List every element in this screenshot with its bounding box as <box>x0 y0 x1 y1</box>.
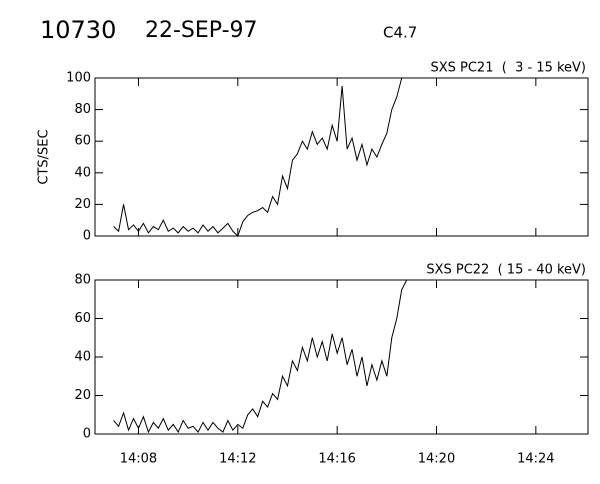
y-axis-label: CTS/SEC <box>37 129 52 184</box>
x-tick-label: 14:16 <box>318 452 355 467</box>
y-tick-label: 100 <box>66 71 91 86</box>
y-tick-label: 0 <box>83 229 91 244</box>
y-tick-label: 20 <box>74 197 91 212</box>
y-tick-label: 40 <box>74 350 91 365</box>
y-tick-label: 60 <box>74 311 91 326</box>
y-tick-label: 60 <box>74 134 91 149</box>
y-tick-label: 20 <box>74 388 91 403</box>
plot-frame <box>94 77 589 237</box>
x-tick-label: 14:24 <box>517 452 554 467</box>
x-tick-label: 14:20 <box>418 452 455 467</box>
data-line <box>113 279 408 434</box>
panel-title: SXS PC21 ( 3 - 15 keV) <box>430 61 586 76</box>
flare-class: C4.7 <box>383 24 417 42</box>
x-tick-label: 14:08 <box>120 452 157 467</box>
y-tick-label: 80 <box>74 273 91 288</box>
y-tick-label: 40 <box>74 165 91 180</box>
x-tick-label: 14:12 <box>219 452 256 467</box>
y-tick-label: 80 <box>74 102 91 117</box>
data-line <box>113 77 407 237</box>
event-date: 22-SEP-97 <box>145 18 258 43</box>
event-id: 10730 <box>40 16 116 44</box>
y-tick-label: 0 <box>83 427 91 442</box>
panel-title: SXS PC22 ( 15 - 40 keV) <box>426 263 586 278</box>
